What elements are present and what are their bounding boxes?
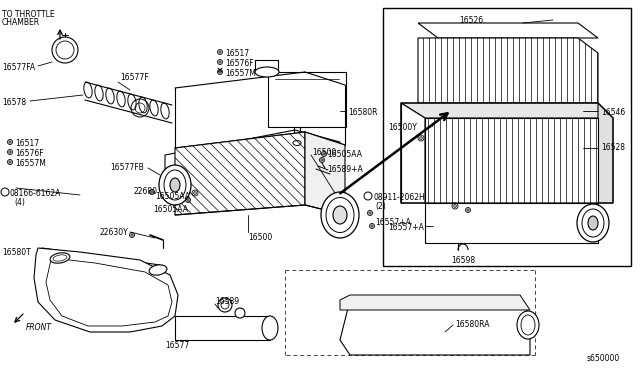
Text: s650000: s650000	[587, 354, 620, 363]
Text: 16557M: 16557M	[15, 159, 46, 168]
Circle shape	[219, 51, 221, 53]
Circle shape	[131, 234, 133, 236]
Polygon shape	[418, 23, 598, 38]
Text: 16577: 16577	[165, 341, 189, 350]
Circle shape	[369, 212, 371, 214]
Ellipse shape	[149, 265, 167, 275]
Text: 16505AA: 16505AA	[327, 150, 362, 159]
Bar	[268, 72, 346, 127]
Circle shape	[454, 205, 456, 207]
Polygon shape	[425, 118, 598, 203]
Ellipse shape	[326, 198, 354, 232]
Text: 16589+A: 16589+A	[327, 165, 363, 174]
Ellipse shape	[262, 316, 278, 340]
Polygon shape	[340, 295, 530, 310]
Text: 16577FA: 16577FA	[2, 63, 35, 72]
Circle shape	[420, 137, 422, 140]
Polygon shape	[425, 203, 598, 243]
Polygon shape	[305, 132, 345, 215]
Text: 22680: 22680	[133, 187, 157, 196]
Text: (2): (2)	[375, 202, 386, 211]
Text: 08911-2062H: 08911-2062H	[373, 193, 425, 202]
Circle shape	[9, 151, 11, 153]
Polygon shape	[46, 258, 172, 326]
Ellipse shape	[517, 311, 539, 339]
Text: 16576F: 16576F	[225, 59, 253, 68]
Circle shape	[218, 298, 232, 312]
Circle shape	[219, 61, 221, 63]
Text: CHAMBER: CHAMBER	[2, 18, 40, 27]
Text: 16580RA: 16580RA	[455, 320, 490, 329]
Text: 16598: 16598	[451, 256, 475, 265]
Text: 22630Y: 22630Y	[100, 228, 129, 237]
Ellipse shape	[170, 178, 180, 192]
Circle shape	[219, 71, 221, 73]
Ellipse shape	[255, 67, 279, 77]
Circle shape	[187, 199, 189, 201]
Text: 16589: 16589	[215, 297, 239, 306]
Text: 08166-6162A: 08166-6162A	[10, 189, 61, 198]
Text: 16500: 16500	[248, 233, 272, 242]
Text: 16526: 16526	[459, 16, 483, 25]
Text: TO THROTTLE: TO THROTTLE	[2, 10, 54, 19]
Text: 16577F: 16577F	[120, 73, 148, 82]
Ellipse shape	[50, 253, 70, 263]
Text: 16576F: 16576F	[15, 149, 44, 158]
Text: 16546: 16546	[601, 108, 625, 117]
Bar	[383, 8, 631, 266]
Ellipse shape	[164, 170, 186, 200]
Text: 16505AA: 16505AA	[155, 192, 190, 201]
Text: 16517: 16517	[15, 139, 39, 148]
Circle shape	[371, 225, 373, 227]
Text: 16500Y: 16500Y	[388, 123, 417, 132]
Polygon shape	[175, 132, 305, 215]
Circle shape	[151, 191, 153, 193]
Polygon shape	[598, 103, 613, 203]
Polygon shape	[165, 130, 340, 198]
Polygon shape	[401, 103, 613, 118]
Text: FRONT: FRONT	[26, 323, 52, 332]
Text: 16580R: 16580R	[348, 108, 378, 117]
Text: 16505AA: 16505AA	[153, 205, 188, 214]
Circle shape	[9, 161, 11, 163]
Text: 16517: 16517	[225, 49, 249, 58]
Polygon shape	[340, 300, 530, 355]
Ellipse shape	[333, 206, 347, 224]
Ellipse shape	[321, 192, 359, 238]
Text: 16557M: 16557M	[225, 69, 256, 78]
Text: 16500: 16500	[312, 148, 336, 157]
Ellipse shape	[582, 209, 604, 237]
Text: 16577FB: 16577FB	[110, 163, 144, 172]
Circle shape	[9, 141, 11, 143]
Polygon shape	[401, 103, 425, 203]
Text: 16557+A: 16557+A	[375, 218, 411, 227]
Circle shape	[194, 192, 196, 194]
Text: (4): (4)	[14, 198, 25, 207]
Ellipse shape	[577, 204, 609, 242]
Ellipse shape	[521, 315, 535, 335]
Circle shape	[467, 209, 469, 211]
Circle shape	[235, 308, 245, 318]
Circle shape	[323, 153, 325, 155]
Text: 16557+A: 16557+A	[388, 223, 424, 232]
Ellipse shape	[588, 216, 598, 230]
Polygon shape	[418, 38, 598, 103]
Polygon shape	[418, 38, 438, 103]
Ellipse shape	[159, 165, 191, 205]
Text: 16578: 16578	[2, 98, 26, 107]
Text: 16580T: 16580T	[2, 248, 31, 257]
Polygon shape	[34, 248, 178, 332]
Circle shape	[321, 159, 323, 161]
Text: 16528: 16528	[601, 143, 625, 152]
